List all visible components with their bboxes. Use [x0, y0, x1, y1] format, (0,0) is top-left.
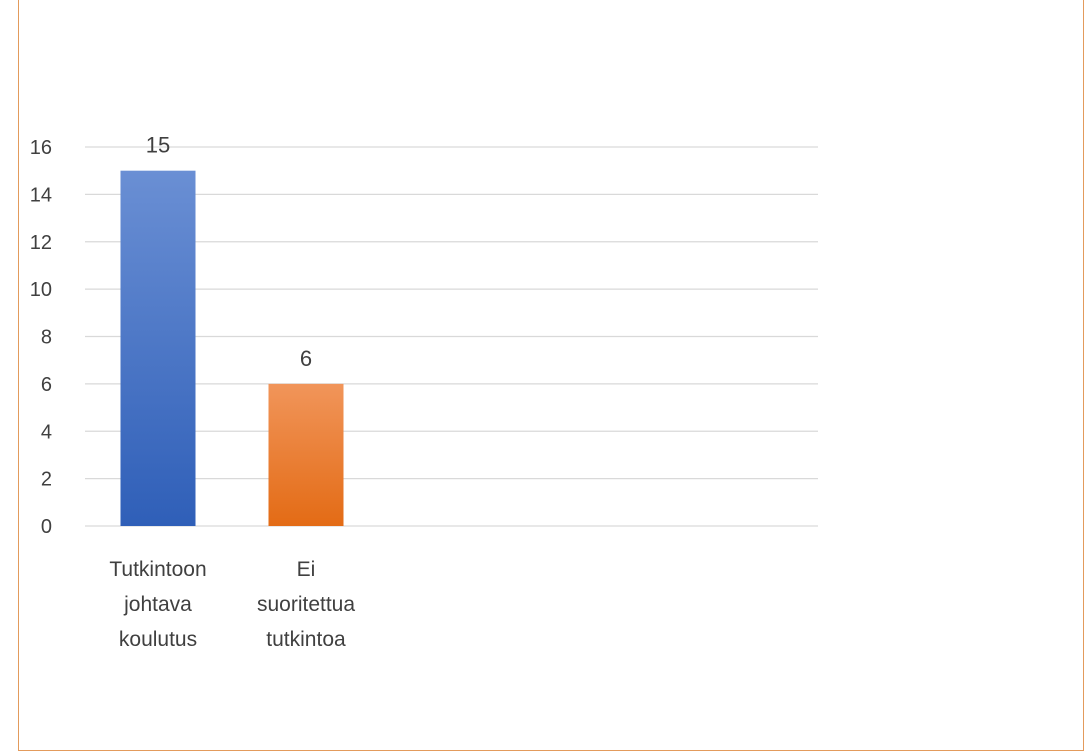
x-tick-label: koulutus — [119, 628, 197, 651]
gridlines — [85, 146, 818, 527]
y-tick-label: 6 — [41, 374, 52, 396]
y-tick-label: 8 — [41, 327, 52, 349]
data-labels: 15 6 — [146, 133, 312, 371]
y-tick-label: 2 — [41, 469, 52, 491]
x-axis: Tutkintoon johtava koulutus Ei suoritettua tu… — [109, 558, 355, 651]
bar-2 — [268, 383, 344, 526]
y-tick-label: 0 — [41, 516, 52, 538]
bar-1 — [120, 170, 196, 526]
y-tick-label: 4 — [41, 421, 52, 443]
y-tick-label: 12 — [30, 232, 52, 254]
x-tick-label: johtava — [123, 593, 192, 616]
y-tick-label: 14 — [30, 184, 52, 206]
x-tick-label: suoritettua — [257, 593, 355, 616]
y-tick-label: 16 — [30, 137, 52, 159]
x-tick-label: Ei — [297, 558, 316, 581]
data-label: 6 — [300, 346, 312, 371]
bars — [120, 170, 344, 526]
y-tick-label: 10 — [30, 279, 52, 301]
data-label: 15 — [146, 133, 170, 158]
x-tick-label: tutkintoa — [266, 628, 346, 651]
y-axis: 0 2 4 6 8 10 12 14 16 — [30, 137, 52, 538]
chart-frame — [18, 0, 1084, 751]
x-tick-label: Tutkintoon — [109, 558, 206, 581]
